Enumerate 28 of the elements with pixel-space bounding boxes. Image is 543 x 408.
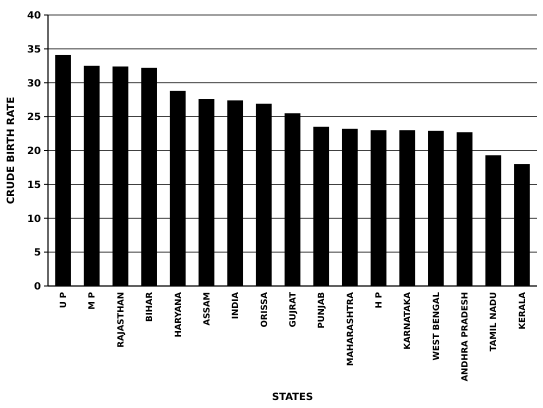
y-tick-label: 20 bbox=[27, 146, 42, 157]
x-tick-label: U P bbox=[59, 292, 70, 308]
x-tick-label: PUNJAB bbox=[317, 292, 328, 328]
y-axis-title: CRUDE BIRTH RATE bbox=[6, 96, 17, 204]
x-tick-label: TAMIL NADU bbox=[489, 292, 500, 352]
x-tick-label: H P bbox=[374, 292, 385, 308]
x-tick-label: M P bbox=[88, 292, 98, 310]
y-tick-label: 10 bbox=[27, 214, 42, 225]
x-tick-label: HARYANA bbox=[174, 292, 184, 338]
y-tick-label: 25 bbox=[27, 112, 42, 124]
x-tick-label: RAJASTHAN bbox=[116, 292, 126, 348]
x-tick-label: INDIA bbox=[231, 292, 242, 320]
x-tick-label: ORISSA bbox=[260, 292, 270, 328]
x-tick-label: KARNATAKA bbox=[403, 292, 414, 350]
x-tick-label: ANDHRA PRADESH bbox=[460, 292, 471, 382]
x-axis-title: STATES bbox=[272, 392, 314, 403]
x-tick-label: WEST BENGAL bbox=[432, 291, 442, 360]
x-tick-label: MAHARASHTRA bbox=[346, 292, 356, 366]
x-tick-label: KERALA bbox=[518, 292, 528, 330]
x-tick-label: GUJRAT bbox=[288, 292, 298, 328]
y-tick-label: 15 bbox=[27, 180, 42, 191]
y-tick-label: 30 bbox=[27, 78, 42, 90]
x-tick-label: ASSAM bbox=[202, 292, 212, 326]
y-tick-label: 0 bbox=[34, 282, 42, 292]
x-tick-label: BIHAR bbox=[145, 292, 156, 322]
y-tick-label: 35 bbox=[27, 44, 42, 56]
y-tick-label: 40 bbox=[27, 10, 42, 22]
y-tick-label: 5 bbox=[34, 248, 42, 259]
